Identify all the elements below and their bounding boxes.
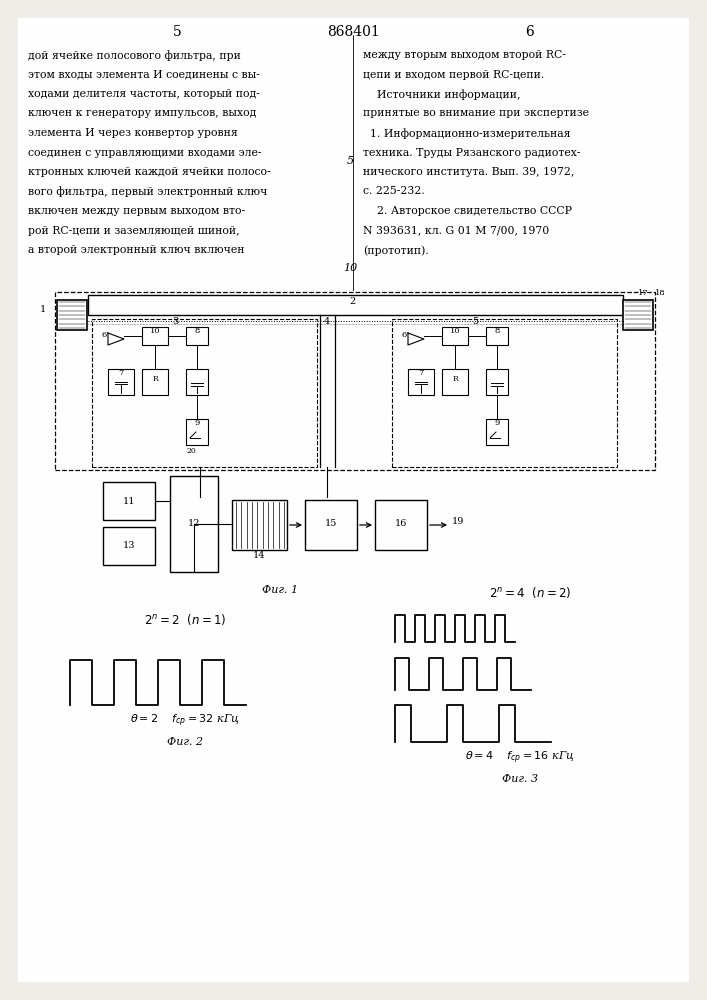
Bar — [57, 300, 87, 330]
Bar — [142, 327, 168, 345]
Text: между вторым выходом второй RC-: между вторым выходом второй RC- — [363, 50, 566, 60]
Text: 9: 9 — [194, 419, 199, 427]
Bar — [103, 527, 155, 565]
Bar — [375, 500, 427, 550]
Text: 868401: 868401 — [327, 25, 380, 39]
Bar — [103, 482, 155, 520]
Text: 7: 7 — [118, 369, 124, 377]
Text: $\theta = 2$    $f_{cp} = 32$ кГц: $\theta = 2$ $f_{cp} = 32$ кГц — [130, 713, 240, 729]
Text: 5: 5 — [346, 156, 354, 166]
Text: 5: 5 — [173, 25, 182, 39]
Text: 7: 7 — [419, 369, 423, 377]
Bar — [186, 327, 208, 345]
Bar — [408, 369, 434, 395]
Text: 8: 8 — [194, 327, 199, 335]
Text: (прототип).: (прототип). — [363, 245, 428, 256]
Text: принятые во внимание при экспертизе: принятые во внимание при экспертизе — [363, 108, 589, 118]
Text: 1. Информационно-измерительная: 1. Информационно-измерительная — [363, 128, 571, 139]
Bar — [442, 369, 468, 395]
Polygon shape — [108, 333, 124, 345]
Text: 15: 15 — [325, 520, 337, 528]
Text: $2^n=2\ \ (n=1)$: $2^n=2\ \ (n=1)$ — [144, 612, 226, 627]
Text: с. 225-232.: с. 225-232. — [363, 186, 425, 196]
Text: дой ячейке полосового фильтра, при: дой ячейке полосового фильтра, при — [28, 50, 241, 61]
Bar — [186, 419, 208, 445]
Bar — [623, 300, 653, 330]
Text: 19: 19 — [452, 516, 464, 526]
Text: 12: 12 — [188, 518, 200, 528]
Bar — [186, 369, 208, 395]
Text: цепи и входом первой RC-цепи.: цепи и входом первой RC-цепи. — [363, 70, 544, 80]
Text: Фиг. 1: Фиг. 1 — [262, 585, 298, 595]
Text: 6: 6 — [525, 25, 534, 39]
Bar — [108, 369, 134, 395]
Bar — [486, 419, 508, 445]
Text: рой RC-цепи и заземляющей шиной,: рой RC-цепи и заземляющей шиной, — [28, 226, 240, 235]
Text: 6: 6 — [402, 331, 407, 339]
Text: ктронных ключей каждой ячейки полосо-: ктронных ключей каждой ячейки полосо- — [28, 167, 271, 177]
Text: элемента И через конвертор уровня: элемента И через конвертор уровня — [28, 128, 238, 138]
Text: $2^n=4\ \ (n=2)$: $2^n=4\ \ (n=2)$ — [489, 585, 571, 600]
Bar — [142, 369, 168, 395]
Text: N 393631, кл. G 01 M 7/00, 1970: N 393631, кл. G 01 M 7/00, 1970 — [363, 226, 549, 235]
Text: 6: 6 — [101, 331, 107, 339]
Bar — [486, 369, 508, 395]
Bar — [88, 295, 623, 315]
Bar — [170, 476, 218, 572]
Text: 3: 3 — [172, 317, 178, 326]
Text: 13: 13 — [123, 542, 135, 550]
Bar — [305, 500, 357, 550]
Text: а второй электронный ключ включен: а второй электронный ключ включен — [28, 245, 245, 255]
Text: 18: 18 — [655, 289, 665, 297]
Text: $\theta = 4$    $f_{cp} = 16$ кГц: $\theta = 4$ $f_{cp} = 16$ кГц — [465, 750, 575, 766]
Text: Источники информации,: Источники информации, — [363, 89, 520, 100]
Text: нического института. Вып. 39, 1972,: нического института. Вып. 39, 1972, — [363, 167, 574, 177]
Text: 8: 8 — [494, 327, 500, 335]
Text: Фиг. 2: Фиг. 2 — [167, 737, 203, 747]
Text: этом входы элемента И соединены с вы-: этом входы элемента И соединены с вы- — [28, 70, 260, 80]
Bar — [486, 327, 508, 345]
Bar — [232, 500, 287, 550]
Text: техника. Труды Рязанского радиотех-: техника. Труды Рязанского радиотех- — [363, 147, 580, 157]
Text: 9: 9 — [494, 419, 500, 427]
Text: 10: 10 — [450, 327, 460, 335]
Text: 1: 1 — [40, 306, 46, 314]
Text: 11: 11 — [123, 496, 135, 506]
Text: 5: 5 — [472, 317, 478, 326]
Text: включен между первым выходом вто-: включен между первым выходом вто- — [28, 206, 245, 216]
Polygon shape — [408, 333, 424, 345]
Text: 14: 14 — [252, 551, 265, 560]
Text: соединен с управляющими входами эле-: соединен с управляющими входами эле- — [28, 147, 262, 157]
Text: Фиг. 3: Фиг. 3 — [502, 774, 538, 784]
Text: 4: 4 — [324, 317, 330, 326]
Text: 2: 2 — [350, 297, 356, 306]
Text: 17: 17 — [638, 289, 648, 297]
Bar — [92, 319, 317, 467]
Text: 2. Авторское свидетельство СССР: 2. Авторское свидетельство СССР — [363, 206, 572, 216]
Text: вого фильтра, первый электронный ключ: вого фильтра, первый электронный ключ — [28, 186, 267, 197]
Text: 16: 16 — [395, 520, 407, 528]
Text: 10: 10 — [150, 327, 160, 335]
Text: ключен к генератору импульсов, выход: ключен к генератору импульсов, выход — [28, 108, 257, 118]
Text: 20: 20 — [186, 447, 196, 455]
Bar — [55, 292, 655, 470]
Bar — [392, 319, 617, 467]
Bar — [442, 327, 468, 345]
Text: ходами делителя частоты, который под-: ходами делителя частоты, который под- — [28, 89, 260, 99]
Text: R: R — [152, 375, 158, 383]
Text: 10: 10 — [343, 263, 357, 273]
Text: R: R — [452, 375, 458, 383]
